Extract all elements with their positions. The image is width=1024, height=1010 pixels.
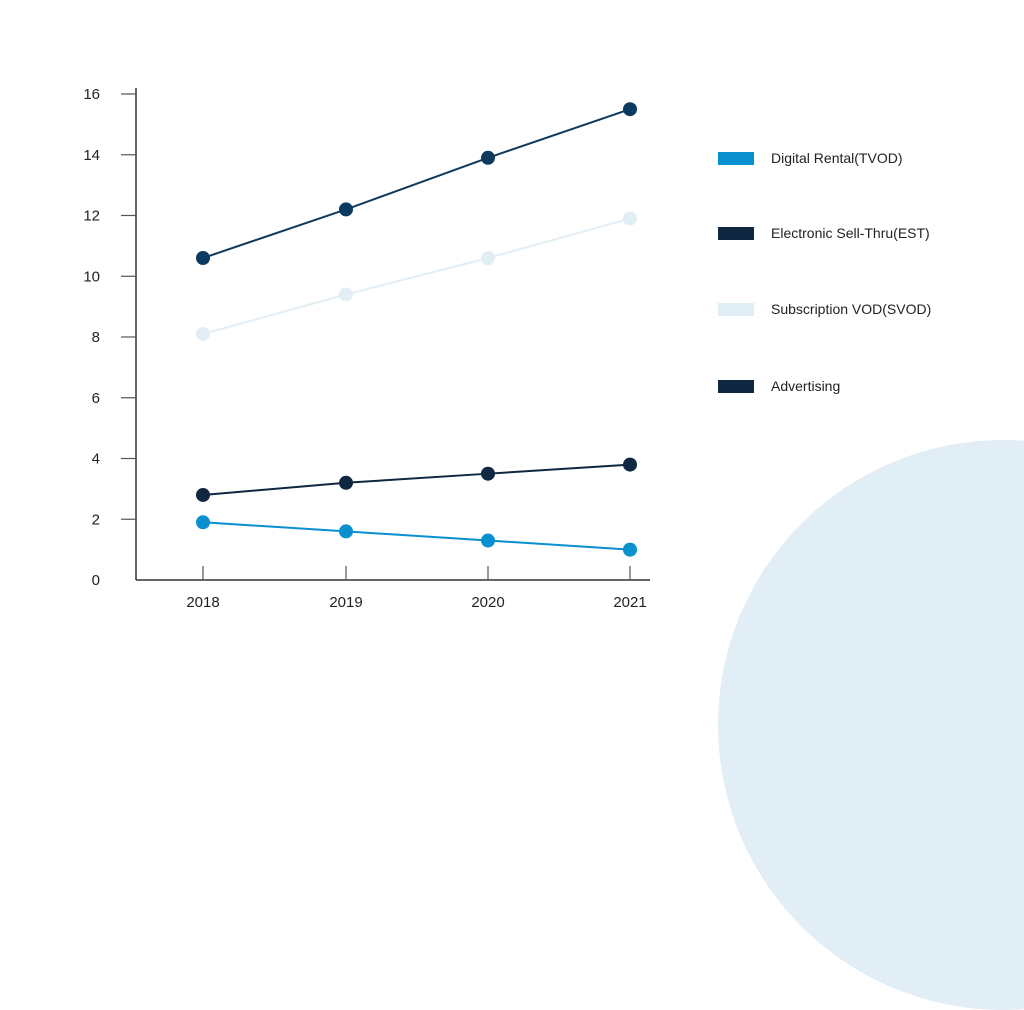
legend-swatch xyxy=(718,226,754,240)
y-tick-label: 6 xyxy=(92,390,100,407)
y-tick-label: 16 xyxy=(83,86,100,103)
legend-swatch xyxy=(718,379,754,393)
x-tick-label: 2019 xyxy=(329,594,362,611)
data-point xyxy=(339,287,353,302)
line-chart: 0 2 4 6 8 10 12 14 16 2018 2019 2020 2021 xyxy=(83,86,650,611)
data-point xyxy=(196,515,210,530)
data-point xyxy=(339,524,353,539)
y-tick-label: 10 xyxy=(83,268,100,285)
legend-label: Digital Rental(TVOD) xyxy=(771,150,903,166)
data-point xyxy=(196,326,210,341)
series-line xyxy=(196,102,637,266)
x-tick-label: 2021 xyxy=(613,594,646,611)
data-point xyxy=(481,533,495,548)
y-tick-label: 2 xyxy=(92,511,100,528)
y-tick-label: 8 xyxy=(92,329,100,346)
legend-label: Electronic Sell-Thru(EST) xyxy=(771,225,930,241)
x-tick-label: 2020 xyxy=(471,594,504,611)
x-tick-label: 2018 xyxy=(186,594,219,611)
series-group xyxy=(196,102,637,557)
data-point xyxy=(481,466,495,481)
data-point xyxy=(623,102,637,117)
legend-swatch xyxy=(718,151,754,165)
legend-label: Subscription VOD(SVOD) xyxy=(771,301,932,317)
y-tick-label: 0 xyxy=(92,572,100,589)
axes: 0 2 4 6 8 10 12 14 16 2018 2019 2020 2021 xyxy=(83,86,650,611)
data-point xyxy=(339,202,353,217)
y-tick-label: 12 xyxy=(83,208,100,225)
data-point xyxy=(196,487,210,502)
data-point xyxy=(623,457,637,472)
series-line xyxy=(196,515,637,557)
legend-item-tvod: Digital Rental(TVOD) xyxy=(718,150,902,166)
data-point xyxy=(196,251,210,266)
data-point xyxy=(481,150,495,165)
legend-swatch xyxy=(718,302,754,316)
series-line xyxy=(196,457,637,502)
legend-item-est: Electronic Sell-Thru(EST) xyxy=(718,225,930,241)
data-point xyxy=(339,475,353,490)
y-tick-label: 4 xyxy=(92,451,100,468)
data-point xyxy=(623,542,637,557)
legend-item-svod: Subscription VOD(SVOD) xyxy=(718,301,931,317)
legend-item-advertising: Advertising xyxy=(718,378,840,394)
legend-label: Advertising xyxy=(771,378,841,394)
y-tick-label: 14 xyxy=(83,147,100,164)
data-point xyxy=(481,251,495,266)
data-point xyxy=(623,211,637,226)
series-line xyxy=(196,211,637,341)
